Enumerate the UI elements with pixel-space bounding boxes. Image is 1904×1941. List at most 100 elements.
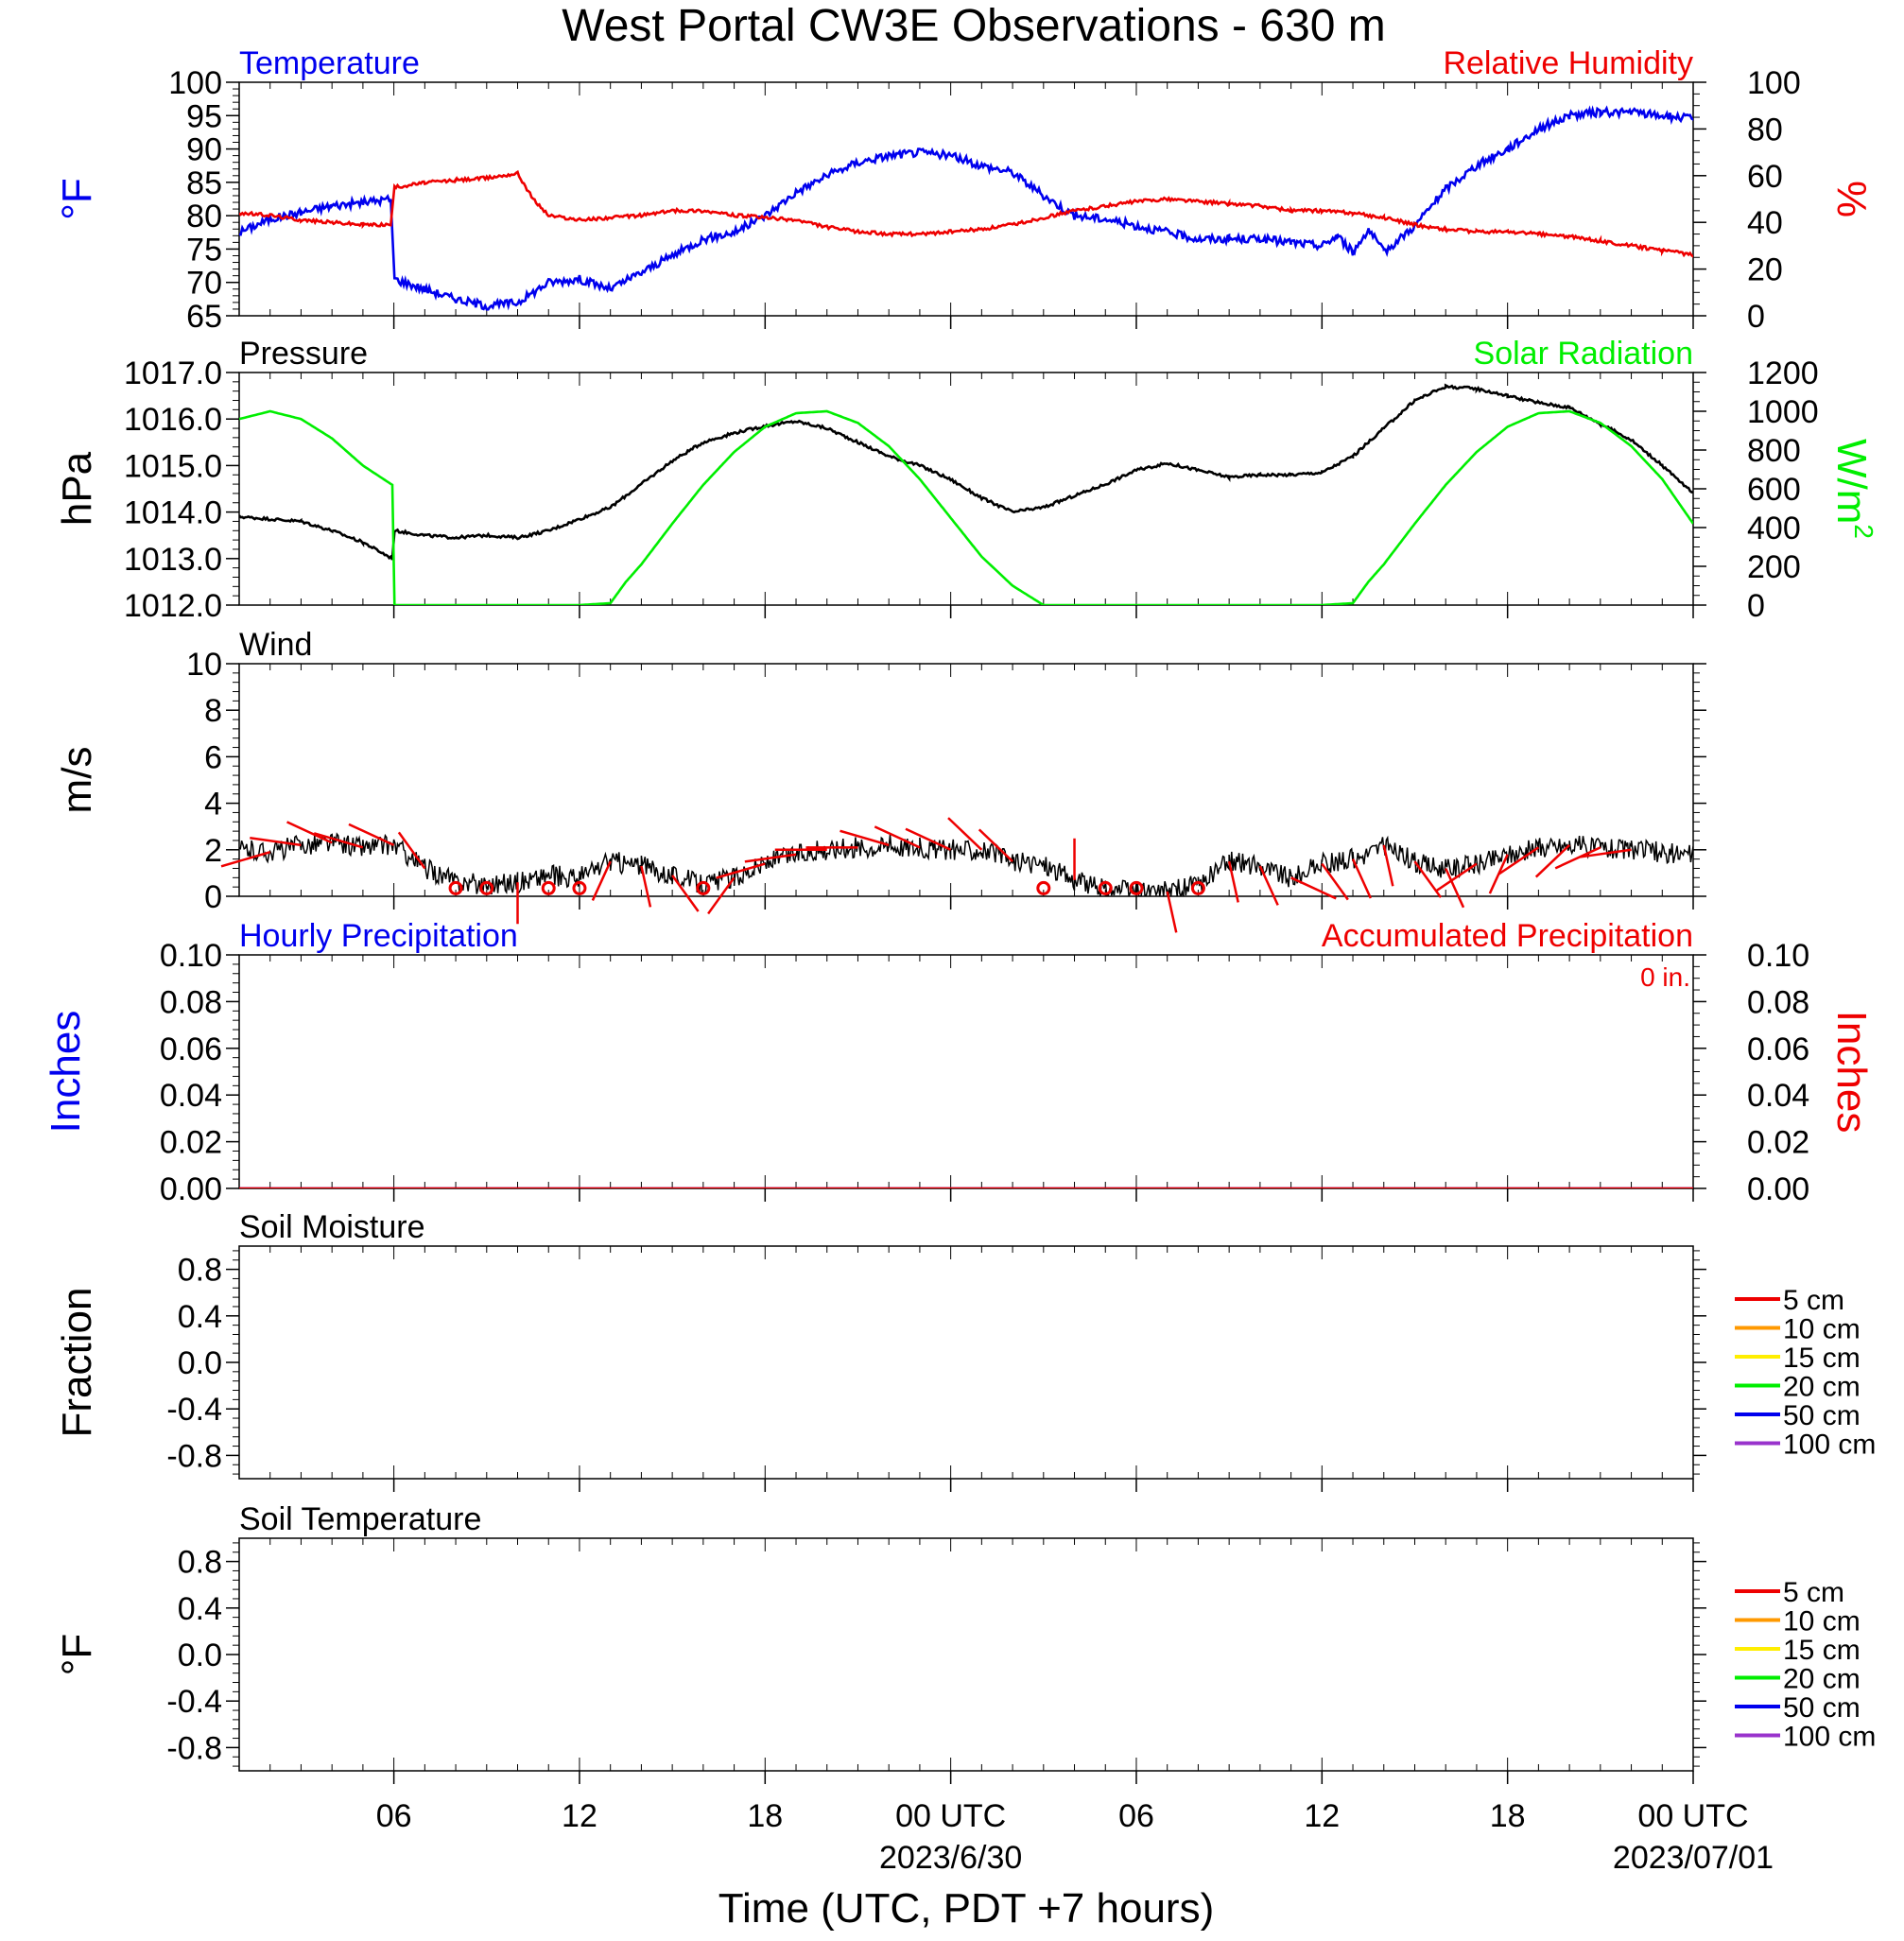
wind-barb [1321, 862, 1349, 901]
y-left-tick-label: 80 [186, 199, 222, 234]
y-left-tick-label: 0.02 [160, 1125, 222, 1161]
wind-barb [1580, 848, 1632, 858]
y-left-tick-label: 10 [186, 647, 222, 683]
y-left-tick-label: 0.00 [160, 1171, 222, 1207]
panel-soil_moisture: -0.8 -0.4 0.0 0.4 0.8 Soil Moisture Fraction 5 … [54, 1209, 1876, 1492]
y-right-tick-label: 0.08 [1747, 984, 1809, 1020]
wind-barb [744, 853, 797, 863]
x-date-label: 2023/07/01 [1613, 1840, 1774, 1876]
y-right-tick-label: 0.04 [1747, 1078, 1809, 1114]
wind-barb [286, 821, 333, 844]
wind-barb [947, 817, 983, 851]
x-tick-label: 12 [562, 1798, 597, 1834]
legend-label: 20 cm [1783, 1372, 1861, 1403]
wind-barb [1534, 843, 1570, 878]
y-left-axis-label: Inches [43, 1011, 89, 1134]
y-left-axis-label: Fraction [54, 1288, 100, 1438]
wind-barb [978, 828, 1013, 863]
x-tick-label: 06 [376, 1798, 412, 1834]
series-group [239, 832, 1693, 896]
y-left-tick-label: 1012.0 [124, 588, 222, 624]
accumulated-total-label: 0 in. [1640, 962, 1690, 992]
y-right-tick-label: 20 [1747, 252, 1783, 288]
y-right-axis-label-text: W/m [1828, 439, 1875, 524]
y-left-tick-label: 0.8 [178, 1253, 222, 1289]
y-right-tick-label: 0 [1747, 299, 1765, 335]
y-right-tick-label: 0.10 [1747, 938, 1809, 974]
legend-label: 100 cm [1783, 1430, 1876, 1461]
y-left-tick-label: 1015.0 [124, 448, 222, 484]
y-right-tick-label: 400 [1747, 511, 1801, 546]
x-date-label: 2023/6/30 [879, 1840, 1022, 1876]
panels: 65707580859095100020406080100Temperature… [43, 45, 1878, 1784]
y-left-tick-label: -0.8 [166, 1730, 222, 1766]
x-tick-label: 00 UTC [895, 1798, 1006, 1834]
legend-label: 50 cm [1783, 1692, 1861, 1724]
y-right-tick-label: 800 [1747, 433, 1801, 469]
y-left-tick-label: 70 [186, 266, 222, 302]
panel-precip: 0.00 0.02 0.04 0.06 0.08 0.10 0.00 0.02 0.04 0.06… [43, 918, 1875, 1207]
y-left-axis-label: °F [54, 178, 100, 219]
y-right-tick-label: 1200 [1747, 355, 1819, 391]
wind-barb [1166, 891, 1178, 933]
wind-calm-marker [1190, 880, 1205, 895]
wind-barb [671, 875, 700, 912]
y-right-tick-label: 600 [1747, 472, 1801, 508]
wind-barb [1497, 846, 1540, 875]
y-left-tick-label: -0.4 [166, 1684, 222, 1720]
y-right-tick-label: 0.06 [1747, 1031, 1809, 1067]
y-left-tick-label: 90 [186, 132, 222, 168]
wind-calm-marker [696, 880, 711, 895]
y-left-tick-label: -0.4 [166, 1392, 222, 1428]
y-left-axis-label: m/s [54, 747, 100, 814]
series-group [239, 383, 1693, 605]
wind-barb [1290, 876, 1337, 900]
x-tick-label: 12 [1304, 1798, 1340, 1834]
wind-barb [839, 829, 890, 847]
y-right-tick-label: 1000 [1747, 394, 1819, 430]
y-left-tick-label: 85 [186, 165, 222, 201]
wind-calm-marker [572, 880, 587, 895]
legend-label: 5 cm [1783, 1285, 1844, 1316]
y-right-tick-label: 200 [1747, 549, 1801, 585]
y-right-axis-label-text: Inches [1828, 1011, 1875, 1134]
series-line-solar-radiation [239, 409, 1693, 605]
plot-frame [238, 954, 1694, 1189]
y-left-tick-label: 6 [204, 739, 222, 775]
series-line-wind-speed [239, 832, 1693, 896]
y-left-tick-label: 65 [186, 299, 222, 335]
wind-calm-marker [1036, 880, 1051, 895]
panel-left-title: Soil Temperature [239, 1501, 481, 1537]
chart-title: West Portal CW3E Observations - 630 m [562, 1, 1385, 51]
series-line-pressure [239, 383, 1693, 561]
x-axis-label: Time (UTC, PDT +7 hours) [718, 1885, 1214, 1932]
y-right-tick-label: 80 [1747, 112, 1783, 147]
wind-barb [1351, 858, 1372, 899]
wind-barb [1227, 860, 1239, 903]
wind-barb [220, 851, 271, 868]
y-right-tick-label: 0.02 [1747, 1125, 1809, 1161]
y-left-tick-label: 1017.0 [124, 355, 222, 391]
series-line-temperature [239, 105, 1693, 311]
plot-frame [238, 81, 1694, 317]
wind-calm-marker [1098, 880, 1113, 895]
wind-barb [1445, 867, 1465, 909]
wind-barb [1554, 846, 1601, 870]
panel-left-title: Soil Moisture [239, 1209, 425, 1245]
y-right-axis-label: W/m2 [1828, 439, 1878, 539]
wind-barb [1258, 865, 1279, 906]
y-right-tick-label: 60 [1747, 159, 1783, 195]
y-right-tick-label: 0.00 [1747, 1171, 1809, 1207]
y-left-tick-label: 0.04 [160, 1078, 222, 1114]
y-left-tick-label: 95 [186, 98, 222, 134]
panel-right-title: Accumulated Precipitation [1322, 918, 1693, 954]
y-left-tick-label: 0.8 [178, 1545, 222, 1581]
panel-left-title: Wind [239, 627, 312, 663]
y-left-tick-label: 0.0 [178, 1345, 222, 1381]
y-left-tick-label: 100 [168, 65, 222, 101]
panel-pressure_solar: 1012.0 1013.0 1014.0 1015.0 1016.0 1017.0 0200… [54, 336, 1878, 624]
y-left-tick-label: 4 [204, 787, 222, 823]
legend-label: 10 cm [1783, 1314, 1861, 1345]
